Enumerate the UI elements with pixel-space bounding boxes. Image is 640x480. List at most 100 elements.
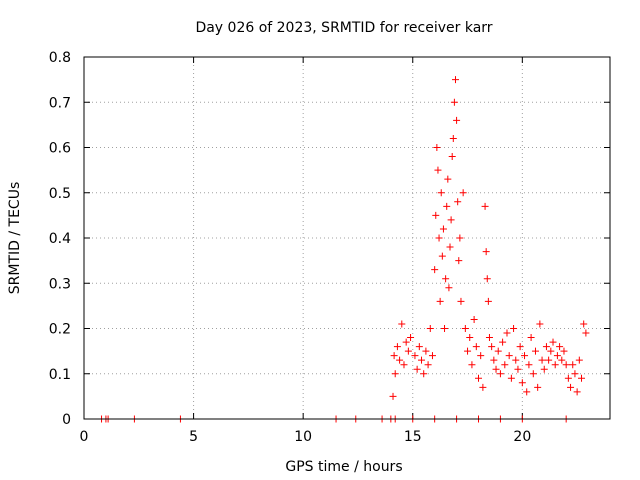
data-point	[445, 284, 453, 292]
tick-labels: 0 5 10 15 20 0 0.1 0.2 0.3 0.4 0.5 0.6 0.7 0.8	[49, 50, 532, 445]
data-point	[436, 297, 444, 305]
data-point	[400, 361, 408, 369]
data-point	[424, 361, 432, 369]
x-tick-label: 15	[404, 429, 422, 445]
y-tick-label: 0.1	[49, 367, 71, 383]
data-point	[455, 257, 463, 265]
x-tick-label: 10	[294, 429, 312, 445]
x-axis-label: GPS time / hours	[285, 459, 402, 475]
data-point	[461, 325, 469, 332]
data-point	[418, 356, 426, 364]
data-point	[426, 325, 434, 332]
data-point	[503, 329, 511, 337]
data-point	[562, 361, 570, 369]
data-point	[470, 315, 478, 323]
grid-lines	[84, 57, 610, 419]
data-point	[446, 243, 454, 251]
data-point	[441, 325, 449, 332]
data-point	[442, 275, 450, 283]
data-point	[398, 320, 406, 328]
data-point	[443, 202, 451, 210]
data-point	[560, 347, 568, 355]
data-point	[538, 356, 546, 364]
data-point	[542, 343, 550, 351]
y-tick-label: 0.5	[49, 186, 71, 202]
data-point	[439, 225, 447, 233]
data-point	[464, 347, 472, 355]
data-point	[456, 234, 464, 242]
data-point	[549, 338, 557, 346]
data-point	[466, 334, 474, 342]
data-point	[451, 76, 459, 84]
data-point	[536, 320, 544, 328]
data-point	[545, 356, 553, 364]
data-point	[523, 388, 531, 396]
data-point	[505, 352, 513, 360]
data-point	[492, 365, 500, 373]
data-point	[575, 356, 583, 364]
data-point	[459, 189, 467, 197]
data-point	[521, 352, 529, 360]
data-point	[415, 343, 423, 351]
data-point	[393, 343, 401, 351]
data-point	[582, 329, 590, 337]
x-tick-label: 20	[513, 429, 531, 445]
data-point	[518, 379, 526, 387]
data-point	[507, 374, 515, 382]
data-point	[569, 361, 577, 369]
data-point	[499, 338, 507, 346]
chart-title: Day 026 of 2023, SRMTID for receiver kar…	[195, 20, 492, 36]
x-tick-label: 0	[80, 429, 89, 445]
data-point	[450, 98, 458, 106]
data-point	[420, 370, 428, 378]
data-point	[389, 392, 397, 400]
data-point	[438, 252, 446, 260]
data-point	[402, 338, 410, 346]
y-tick-label: 0.7	[49, 95, 71, 111]
data-point	[501, 361, 509, 369]
data-point	[390, 352, 398, 360]
y-axis-label: SRMTID / TECUs	[7, 182, 23, 295]
data-points	[98, 76, 590, 423]
data-point	[404, 347, 412, 355]
data-point	[551, 361, 559, 369]
data-point	[485, 334, 493, 342]
y-tick-label: 0.6	[49, 141, 71, 157]
data-point	[413, 365, 421, 373]
data-point	[432, 211, 440, 219]
data-point	[488, 343, 496, 351]
data-point	[512, 356, 520, 364]
data-point	[578, 374, 586, 382]
data-point	[490, 356, 498, 364]
x-tick-label: 5	[189, 429, 198, 445]
data-point	[447, 216, 455, 224]
data-point	[444, 175, 452, 183]
data-point	[527, 334, 535, 342]
data-point	[407, 334, 415, 342]
data-point	[580, 320, 588, 328]
data-point	[494, 347, 502, 355]
data-point	[482, 248, 490, 256]
data-point	[529, 370, 537, 378]
y-tick-label: 0	[62, 412, 71, 428]
data-point	[481, 202, 489, 210]
data-point	[391, 370, 399, 378]
data-point	[547, 347, 555, 355]
data-point	[556, 343, 564, 351]
data-point	[477, 352, 485, 360]
y-tick-label: 0.4	[49, 231, 71, 247]
data-point	[479, 383, 487, 391]
y-tick-label: 0.2	[49, 322, 71, 338]
data-point	[435, 234, 443, 242]
data-point	[531, 347, 539, 355]
data-point	[567, 383, 575, 391]
data-point	[428, 352, 436, 360]
data-point	[457, 297, 465, 305]
data-point	[516, 343, 524, 351]
data-point	[433, 144, 441, 151]
data-point	[514, 365, 522, 373]
data-point	[396, 356, 404, 364]
data-point	[483, 275, 491, 283]
data-point	[448, 153, 456, 161]
data-point	[525, 361, 533, 369]
